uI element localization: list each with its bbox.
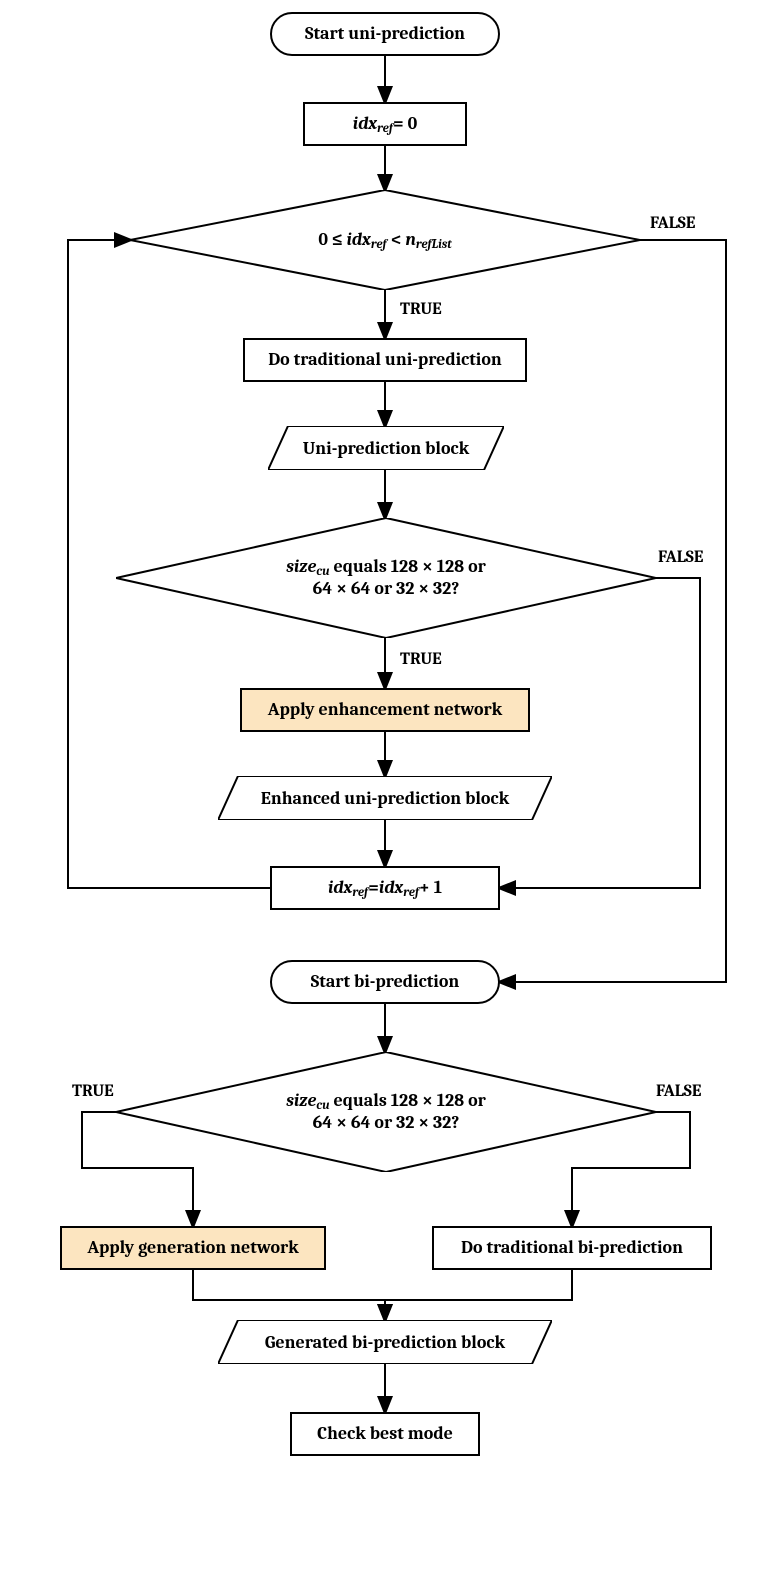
n5-data: Uni-prediction block — [268, 426, 504, 470]
n6-decision: sizecu equals 128 × 128 or64 × 64 or 32 … — [116, 518, 656, 638]
edge-label-n3-n4: TRUE — [398, 300, 444, 319]
n5-label: Uni-prediction block — [303, 438, 469, 459]
n10-terminator: Start bi-prediction — [270, 960, 500, 1004]
n13-process: Do traditional bi-prediction — [432, 1226, 712, 1270]
n14-data: Generated bi-prediction block — [218, 1320, 552, 1364]
n8-data: Enhanced uni-prediction block — [218, 776, 552, 820]
n3-decision: 0 ≤ idxref < nrefList — [130, 190, 640, 290]
n4-process: Do traditional uni-prediction — [243, 338, 527, 382]
n11-decision: sizecu equals 128 × 128 or64 × 64 or 32 … — [116, 1052, 656, 1172]
n3-label: 0 ≤ idxref < nrefList — [318, 229, 451, 252]
edge-label-n6-n9: FALSE — [656, 548, 705, 567]
n11-label: sizecu equals 128 × 128 or64 × 64 or 32 … — [286, 1090, 486, 1135]
edge-label-n6-n7: TRUE — [398, 650, 444, 669]
edge-label-n11-n13: FALSE — [654, 1082, 703, 1101]
n14-label: Generated bi-prediction block — [265, 1332, 505, 1353]
n7-process: Apply enhancement network — [240, 688, 530, 732]
n2-process: idxref = 0 — [303, 102, 467, 146]
n15-process: Check best mode — [290, 1412, 480, 1456]
n6-label: sizecu equals 128 × 128 or64 × 64 or 32 … — [286, 556, 486, 601]
n8-label: Enhanced uni-prediction block — [261, 788, 509, 809]
edge-label-n11-n12: TRUE — [70, 1082, 116, 1101]
n1-terminator: Start uni-prediction — [270, 12, 500, 56]
n9-process: idxref = idxref + 1 — [270, 866, 500, 910]
n12-process: Apply generation network — [60, 1226, 326, 1270]
edge-label-n3-n10: FALSE — [648, 214, 697, 233]
